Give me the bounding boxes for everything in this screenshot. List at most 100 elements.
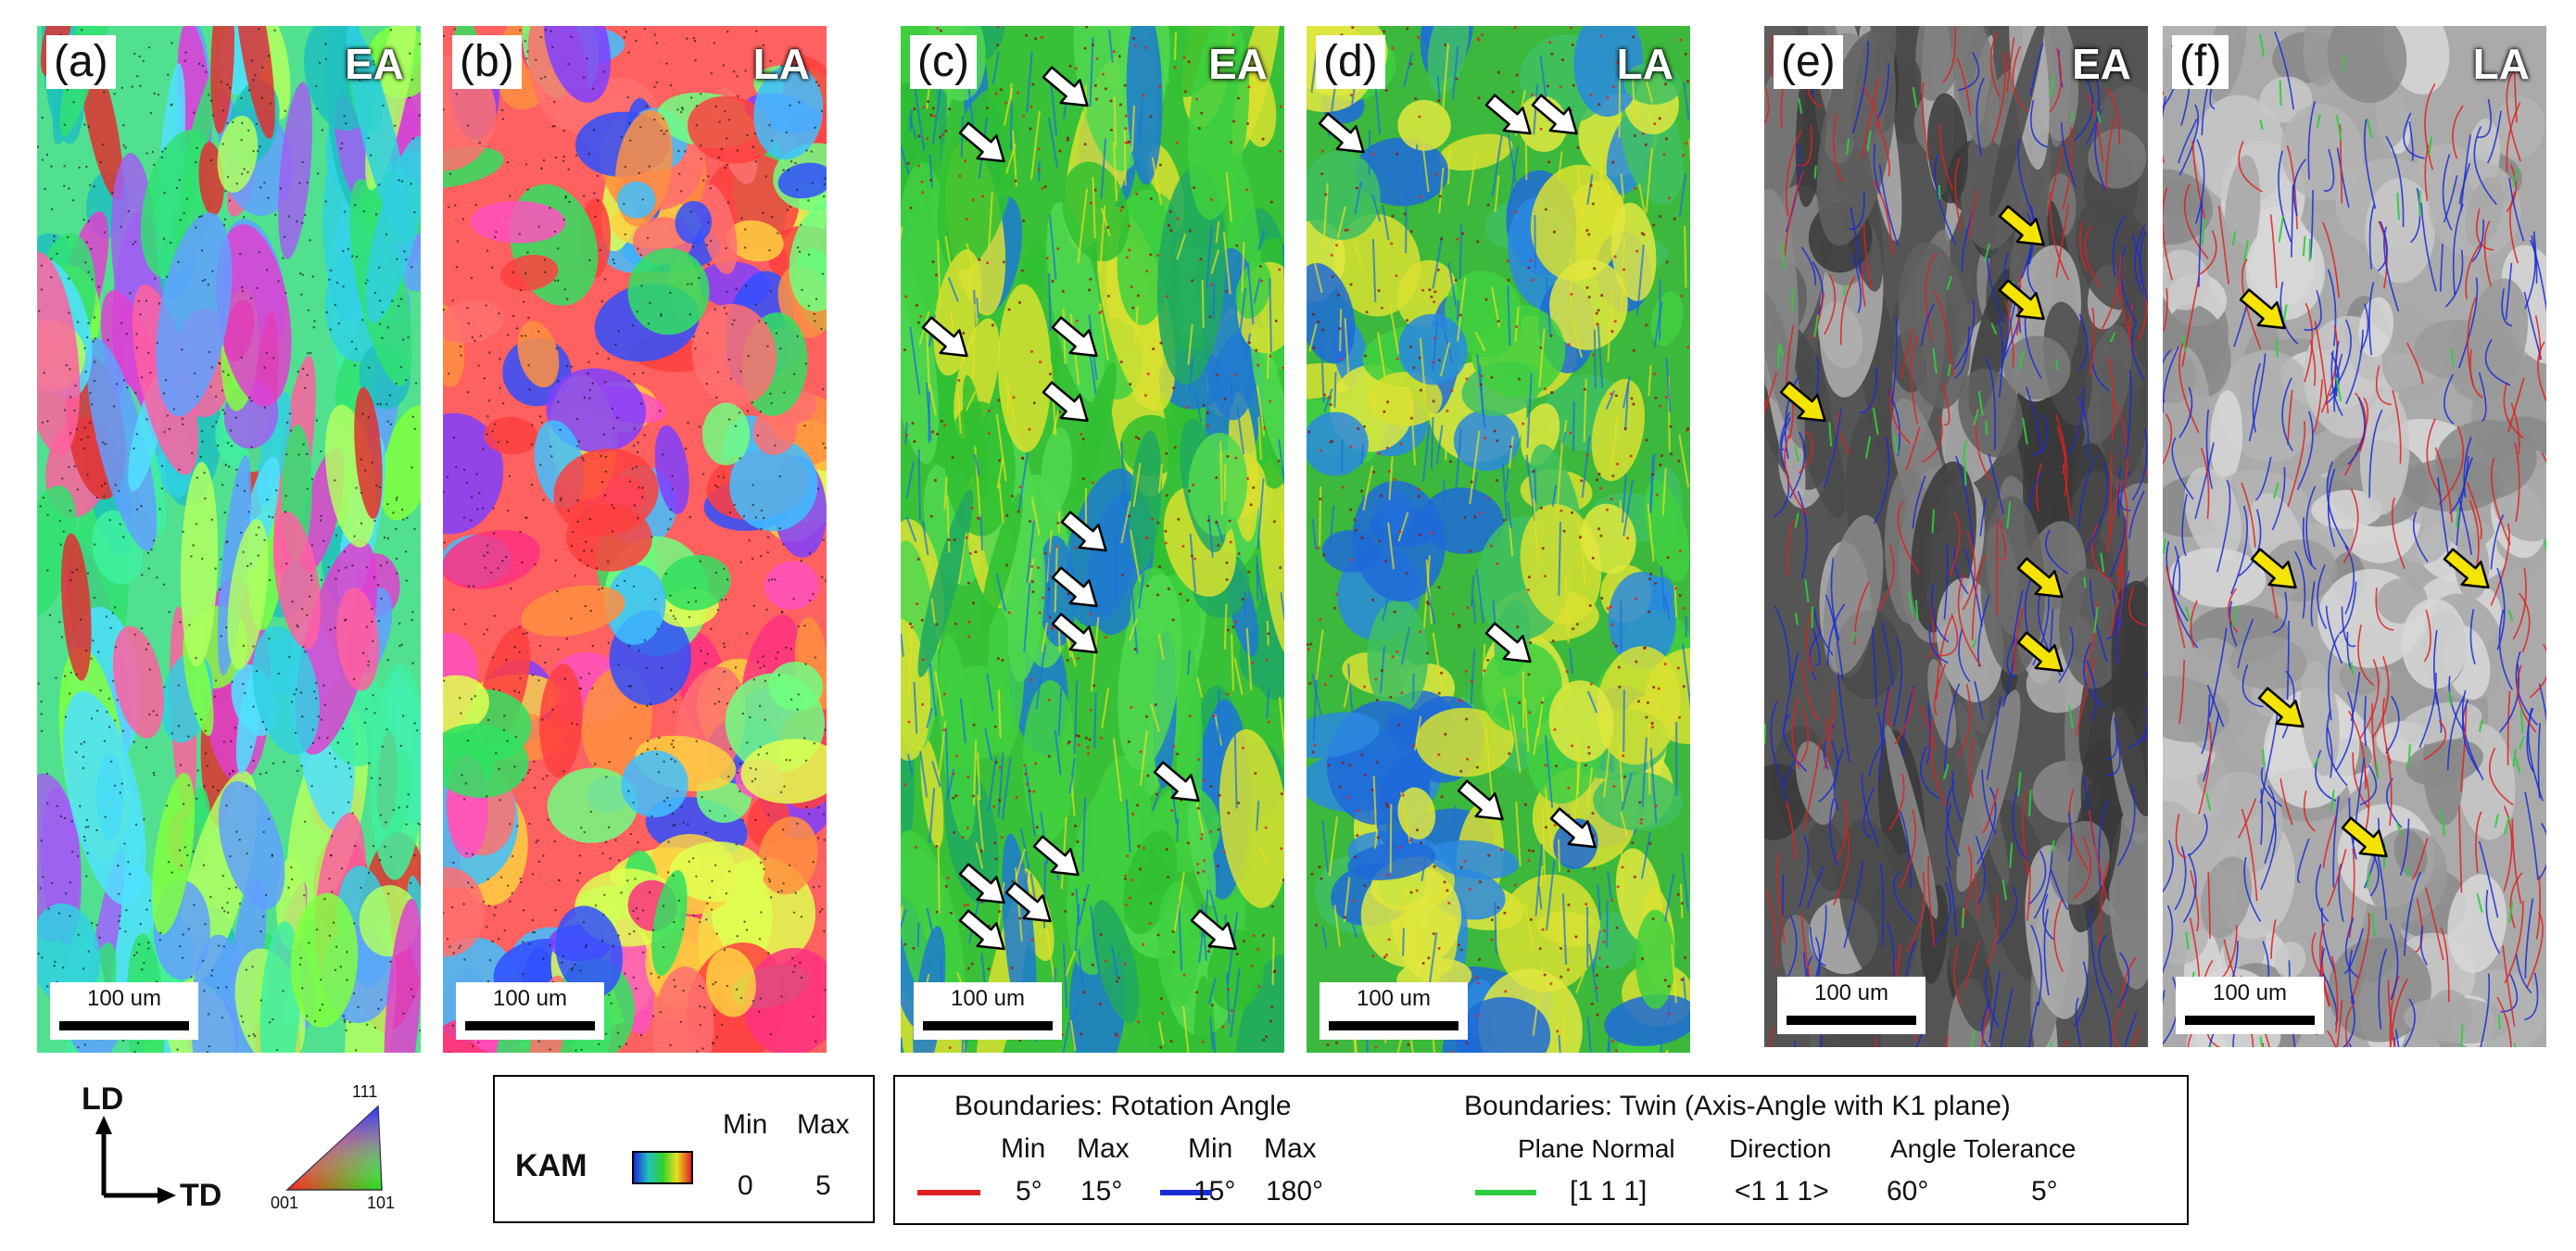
panel-label: (c): [910, 35, 977, 89]
kam-max-header: Max: [797, 1109, 850, 1140]
plane-normal-value: [1 1 1]: [1570, 1176, 1648, 1207]
scale-bar: 100 um: [914, 982, 1062, 1040]
tolerance-header: Angle Tolerance: [1890, 1134, 2077, 1163]
white-arrow-icon: [1060, 511, 1107, 552]
high-angle-min: 15°: [1193, 1176, 1236, 1207]
yellow-arrow-icon: [2341, 816, 2388, 858]
white-arrow-icon: [1190, 909, 1237, 951]
yellow-arrow-icon: [1779, 381, 1826, 423]
panel-label: (f): [2172, 35, 2229, 89]
high-angle-max: 180°: [1266, 1176, 1324, 1207]
scale-label: 100 um: [86, 986, 162, 1011]
kam-colorbar: [632, 1151, 693, 1184]
scale-line: [1329, 1021, 1458, 1030]
white-arrow-icon: [1042, 66, 1089, 107]
kam-legend: Min Max KAM 0 5: [493, 1075, 875, 1223]
panel-tag: EA: [345, 40, 404, 88]
panel-tag: EA: [2072, 40, 2131, 88]
scale-line: [465, 1021, 595, 1030]
white-arrow-icon: [958, 121, 1005, 163]
white-arrow-icon: [1051, 613, 1098, 654]
white-arrow-icon: [1549, 807, 1597, 849]
scale-bar: 100 um: [2176, 977, 2324, 1034]
white-arrow-icon: [958, 863, 1005, 904]
ipf-color-key: 111 001 101: [269, 1082, 417, 1216]
ipf-map-ea: [37, 26, 421, 1053]
panel-a-ipf-ea: (a) EA 100 um: [37, 26, 421, 1053]
yellow-arrow-icon: [1998, 279, 2045, 321]
white-arrow-icon: [1032, 835, 1080, 877]
rotation-title: Boundaries: Rotation Angle: [954, 1091, 1292, 1121]
yellow-arrow-icon: [2239, 288, 2286, 330]
kam-max-value: 5: [815, 1170, 831, 1201]
yellow-arrow-icon: [2443, 548, 2490, 589]
scale-label: 100 um: [1356, 986, 1432, 1011]
direction-header: Direction: [1729, 1134, 1832, 1163]
axes-arrows: [95, 1116, 176, 1204]
scale-bar: 100 um: [1777, 977, 1926, 1034]
white-arrow-icon: [958, 909, 1005, 951]
kam-min-value: 0: [738, 1170, 753, 1201]
panel-tag: LA: [1616, 40, 1673, 88]
panel-c-kam-ea: (c) EA 100 um: [901, 26, 1284, 1053]
ipf-111-label: 111: [352, 1082, 378, 1101]
scale-bar: 100 um: [456, 982, 604, 1040]
twin-title: Boundaries: Twin (Axis-Angle with K1 pla…: [1464, 1091, 2011, 1121]
ipf-101-label: 101: [367, 1194, 396, 1212]
panel-tag: LA: [2472, 40, 2530, 88]
panel-label: (d): [1316, 35, 1385, 89]
twin-swatch: [1475, 1190, 1536, 1195]
scale-label: 100 um: [950, 986, 1026, 1011]
boundaries-legend: Boundaries: Rotation Angle Min Max Min M…: [893, 1075, 2189, 1225]
yellow-arrow-icon: [2016, 631, 2064, 673]
panel-e-boundary-ea: (e) EA 100 um: [1764, 26, 2148, 1047]
axes-indicator: LD TD: [65, 1082, 232, 1212]
panel-f-boundary-la: (f) LA 100 um: [2163, 26, 2546, 1047]
tolerance-value: 5°: [2031, 1176, 2058, 1207]
yellow-arrow-icon: [2016, 557, 2064, 599]
boundary-map-ea: [1764, 26, 2148, 1047]
ipf-001-label: 001: [271, 1194, 299, 1212]
rotation-min-header-red: Min: [1001, 1133, 1046, 1164]
td-label: TD: [180, 1178, 222, 1213]
low-angle-max: 15°: [1080, 1176, 1123, 1207]
rotation-min-header-blue: Min: [1188, 1133, 1233, 1164]
scale-line: [1787, 1016, 1916, 1025]
scale-bar: 100 um: [50, 982, 198, 1040]
panel-b-ipf-la: (b) LA 100 um: [443, 26, 827, 1053]
panel-d-kam-la: (d) LA 100 um: [1307, 26, 1690, 1053]
panel-label: (b): [452, 35, 522, 89]
white-arrow-icon: [1484, 622, 1532, 663]
kam-map-la: [1307, 26, 1690, 1053]
white-arrow-icon: [1484, 94, 1532, 135]
yellow-arrow-icon: [1998, 205, 2045, 246]
scale-line: [59, 1021, 189, 1030]
yellow-arrow-icon: [2250, 548, 2297, 589]
kam-min-header: Min: [723, 1109, 768, 1140]
low-angle-swatch: [917, 1190, 980, 1195]
white-arrow-icon: [921, 316, 968, 358]
boundary-map-la: [2163, 26, 2546, 1047]
white-arrow-icon: [1051, 316, 1098, 358]
scale-line: [923, 1021, 1053, 1030]
panel-tag: EA: [1208, 40, 1268, 88]
scale-bar: 100 um: [1320, 982, 1468, 1040]
rotation-max-header-red: Max: [1077, 1133, 1130, 1164]
plane-normal-header: Plane Normal: [1518, 1134, 1675, 1163]
ipf-map-la: [443, 26, 827, 1053]
white-arrow-icon: [1004, 881, 1052, 923]
panel-label: (a): [46, 35, 116, 89]
ipf-triangle: [285, 1105, 383, 1191]
white-arrow-icon: [1153, 761, 1200, 802]
direction-value: <1 1 1>: [1735, 1176, 1829, 1207]
white-arrow-icon: [1457, 779, 1504, 821]
rotation-max-header-blue: Max: [1264, 1133, 1317, 1164]
yellow-arrow-icon: [2257, 687, 2305, 728]
white-arrow-icon: [1318, 112, 1365, 154]
kam-label: KAM: [515, 1148, 587, 1183]
scale-label: 100 um: [1813, 980, 1889, 1005]
low-angle-min: 5°: [1016, 1176, 1042, 1207]
high-angle-swatch: [1160, 1190, 1212, 1195]
white-arrow-icon: [1042, 381, 1089, 423]
scale-label: 100 um: [2212, 980, 2288, 1005]
